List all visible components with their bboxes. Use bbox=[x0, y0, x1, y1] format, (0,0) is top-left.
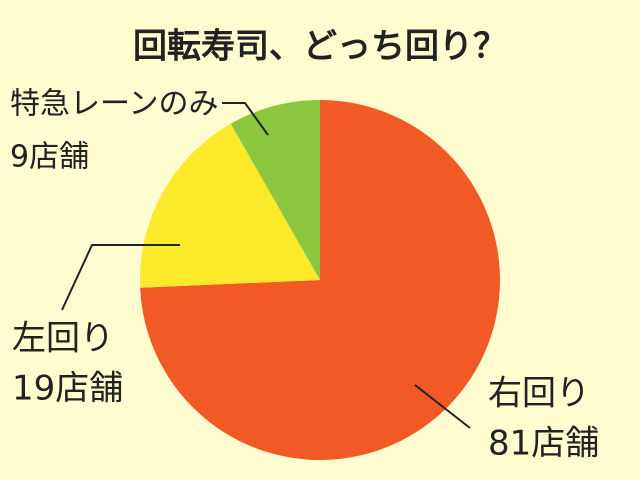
leader-line bbox=[414, 384, 471, 429]
pie bbox=[140, 100, 500, 460]
value-label: 9店舗 bbox=[10, 140, 89, 175]
leader-line bbox=[61, 244, 180, 311]
leader-line bbox=[222, 102, 269, 136]
slice-label: 左回り bbox=[12, 319, 114, 359]
pie-slice bbox=[230, 100, 320, 280]
pie-slice bbox=[140, 100, 500, 460]
value-label: 81店舗 bbox=[488, 424, 599, 464]
slice-label: 右回り bbox=[488, 374, 590, 414]
chart-title: 回転寿司、どっち回り？ bbox=[133, 27, 507, 67]
slice-label: 特急レーンのみ bbox=[10, 87, 219, 122]
pie-slice bbox=[140, 123, 320, 288]
value-label: 19店舗 bbox=[12, 369, 123, 409]
